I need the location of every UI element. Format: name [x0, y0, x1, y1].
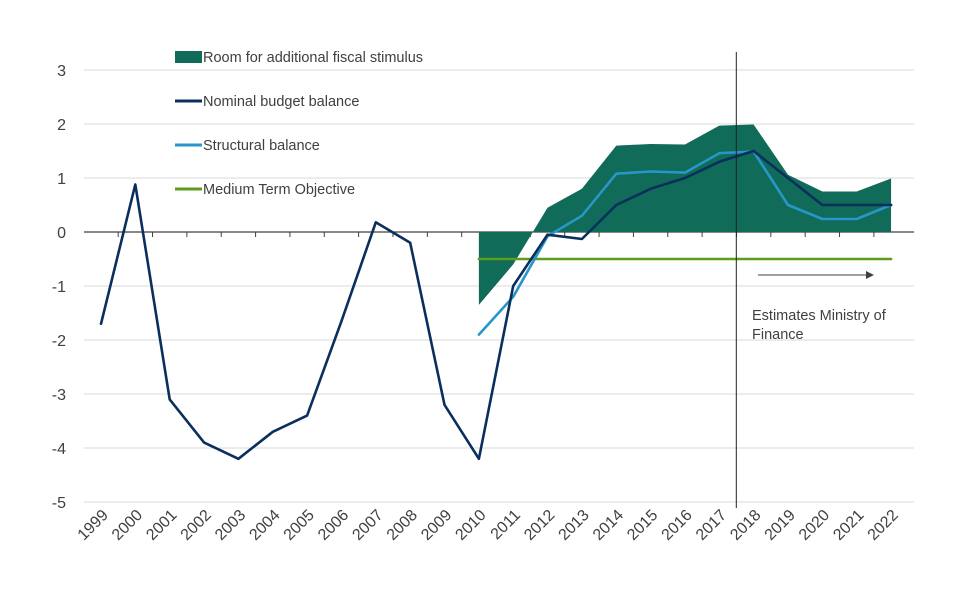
x-tick-label: 2006 — [315, 507, 352, 544]
series-lines-layer — [99, 149, 893, 461]
stimulus-area — [478, 124, 892, 305]
legend-label: Nominal budget balance — [203, 94, 359, 110]
x-tick-label: 1999 — [75, 507, 112, 544]
x-tick-label: 2008 — [384, 507, 421, 544]
x-axis-ticks: 1999200020012002200320042005200620072008… — [75, 507, 902, 544]
x-tick-label: 2001 — [143, 507, 180, 544]
x-tick-label: 2009 — [418, 507, 455, 544]
gridlines — [84, 69, 914, 503]
x-tick-label: 2013 — [556, 507, 593, 544]
legend-label: Structural balance — [203, 138, 320, 154]
x-tick-label: 2019 — [762, 507, 799, 544]
x-tick-label: 2018 — [727, 507, 764, 544]
x-tick-label: 2014 — [590, 507, 627, 544]
y-tick-label: 3 — [57, 63, 66, 80]
estimates-annotation-text: Estimates Ministry of — [752, 308, 887, 324]
stimulus-area-layer — [478, 124, 892, 305]
x-tick-label: 2021 — [830, 507, 867, 544]
y-tick-label: 1 — [57, 171, 66, 188]
x-tick-label: 2002 — [178, 507, 215, 544]
legend-swatch-area — [175, 51, 202, 63]
x-tick-label: 2020 — [796, 507, 833, 544]
x-tick-label: 2016 — [659, 507, 696, 544]
x-tick-label: 2005 — [281, 507, 318, 544]
y-tick-label: -5 — [52, 495, 66, 512]
x-tick-label: 2003 — [212, 507, 249, 544]
nominal-balance-line — [99, 149, 893, 461]
legend: Room for additional fiscal stimulus Nomin… — [175, 50, 423, 198]
estimates-annotation-text: Finance — [752, 327, 804, 343]
y-tick-label: -1 — [52, 279, 66, 296]
x-tick-label: 2011 — [488, 507, 524, 543]
x-tick-label: 2017 — [693, 507, 730, 544]
y-tick-label: -4 — [52, 441, 66, 458]
x-tick-label: 2022 — [865, 507, 902, 544]
x-tick-label: 2012 — [521, 507, 558, 544]
x-tick-label: 2000 — [109, 507, 146, 544]
x-tick-label: 2010 — [452, 507, 489, 544]
x-tick-label: 2004 — [246, 507, 283, 544]
estimates-annotation: Estimates Ministry of Finance — [752, 271, 887, 343]
y-tick-label: -2 — [52, 333, 66, 350]
x-tick-label: 2015 — [624, 507, 661, 544]
x-tick-label: 2007 — [349, 507, 386, 544]
y-axis-ticks: 3 2 1 0 -1 -2 -3 -4 -5 — [52, 63, 66, 512]
y-tick-label: 2 — [57, 117, 66, 134]
y-tick-label: -3 — [52, 387, 66, 404]
legend-label: Medium Term Objective — [203, 182, 355, 198]
legend-label: Room for additional fiscal stimulus — [203, 50, 423, 66]
estimates-arrow-head-icon — [866, 271, 874, 279]
y-tick-label: 0 — [57, 225, 66, 242]
